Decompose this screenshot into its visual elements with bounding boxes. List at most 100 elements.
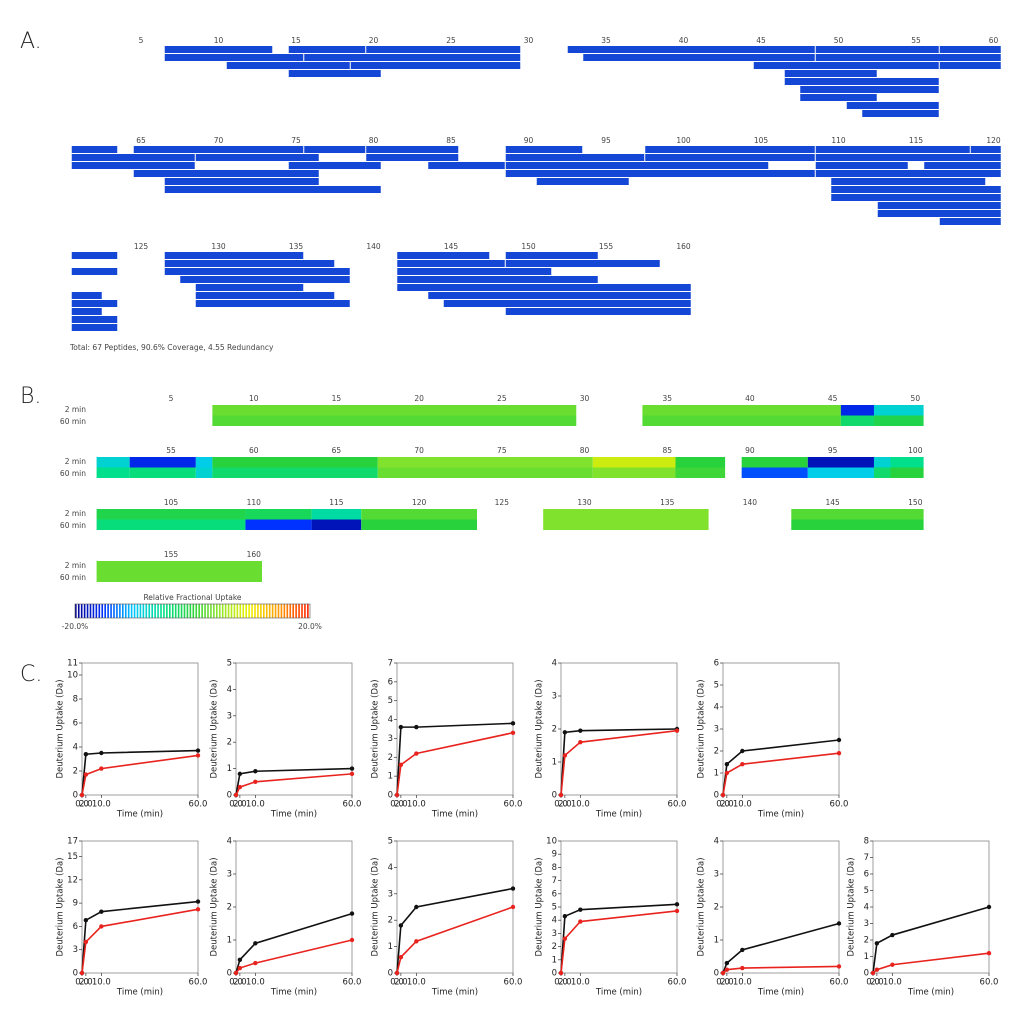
y-tick-label: 5 — [388, 696, 393, 706]
uptake-point — [740, 762, 745, 767]
uptake-line — [872, 952, 990, 974]
colorbar-swatch — [227, 604, 230, 618]
peptide-bar — [164, 178, 319, 185]
residue-tick-label: 85 — [662, 446, 672, 455]
uptake-point — [414, 724, 419, 730]
uptake-point — [510, 730, 516, 735]
y-tick-label: 3 — [714, 725, 719, 735]
y-tick-label: 10 — [67, 671, 78, 681]
uptake-point — [558, 792, 564, 798]
x-tick-label: 0.0 — [390, 978, 404, 988]
colorbar-swatch — [77, 604, 80, 618]
uptake-point — [720, 792, 726, 798]
y-tick-label: 1 — [714, 769, 719, 779]
peptide-bar — [288, 70, 381, 77]
y-tick-label: 2 — [388, 753, 393, 763]
y-tick-label: 2 — [714, 747, 719, 757]
residue-tick-label: 135 — [660, 498, 675, 507]
residue-tick-label: 50 — [911, 394, 921, 403]
uptake-line — [560, 729, 678, 796]
panel-label: B. — [20, 384, 41, 409]
peptide-bar — [645, 154, 815, 161]
uptake-line — [722, 752, 840, 796]
uptake-cell — [642, 415, 841, 426]
x-tick-label: 60.0 — [830, 800, 849, 810]
uptake-line — [235, 912, 353, 974]
uptake-cell — [890, 457, 924, 468]
y-tick-label: 4 — [388, 863, 393, 873]
x-axis-label: Time (min) — [907, 988, 954, 998]
y-tick-label: 4 — [552, 916, 557, 926]
colorbar-swatch — [254, 604, 256, 618]
y-tick-label: 8 — [552, 863, 557, 873]
plot-frame — [722, 840, 840, 974]
colorbar-swatch — [95, 604, 98, 618]
uptake-cell — [840, 405, 874, 416]
y-tick-label: 0 — [227, 791, 232, 801]
colorbar-swatch — [169, 604, 171, 618]
y-tick-label: 0 — [73, 969, 78, 979]
x-axis-label: Time (min) — [757, 988, 804, 998]
uptake-line — [235, 939, 353, 974]
peptide-bar — [784, 70, 877, 77]
x-tick-label: 10.0 — [92, 800, 111, 810]
y-tick-label: 2 — [864, 936, 869, 946]
x-tick-label: 60.0 — [189, 800, 208, 810]
colorbar-swatch — [274, 604, 277, 618]
uptake-point — [99, 750, 104, 756]
colorbar-swatch — [221, 604, 224, 618]
residue-tick-label: 25 — [497, 394, 507, 403]
residue-tick-label: 65 — [136, 136, 146, 145]
x-axis-label: Time (min) — [757, 810, 804, 820]
residue-tick-label: 125 — [495, 498, 510, 507]
timepoint-label: 60 min — [60, 469, 86, 478]
plot-frame — [81, 662, 199, 796]
x-axis-label: Time (min) — [116, 810, 163, 820]
y-tick-label: 11 — [67, 659, 78, 669]
uptake-point — [578, 740, 583, 745]
x-tick-label: 60.0 — [504, 978, 523, 988]
x-tick-label: 60.0 — [668, 978, 687, 988]
x-tick-label: 10.0 — [246, 978, 265, 988]
uptake-point — [836, 921, 842, 926]
peptide-bar — [164, 46, 273, 53]
uptake-point — [195, 899, 201, 904]
peptide-bar — [133, 146, 304, 153]
y-axis-label: Deuterium Uptake (Da) — [535, 679, 545, 778]
uptake-point — [724, 762, 730, 767]
uptake-point — [233, 970, 239, 976]
colorbar-swatch — [301, 604, 303, 618]
y-tick-label: 2 — [388, 916, 393, 926]
peptide-bar — [567, 46, 815, 53]
residue-tick-label: 120 — [986, 136, 1001, 145]
plot-frame — [872, 840, 990, 974]
peptide-bar — [815, 170, 1001, 177]
x-tick-label: 0.0 — [229, 978, 243, 988]
peptide-bar — [71, 146, 118, 153]
uptake-point — [99, 924, 104, 929]
residue-tick-label: 50 — [834, 36, 844, 45]
uptake-point — [83, 939, 89, 945]
colorbar-swatch — [283, 604, 286, 618]
coverage-summary: Total: 67 Peptides, 90.6% Coverage, 4.55… — [69, 343, 274, 352]
uptake-cell — [543, 519, 709, 530]
uptake-cell — [741, 467, 808, 478]
timepoint-label: 60 min — [60, 417, 86, 426]
y-axis-label: Deuterium Uptake (Da) — [697, 679, 707, 778]
y-tick-label: 2 — [227, 903, 232, 913]
peptide-bar — [288, 162, 381, 169]
uptake-point — [740, 965, 745, 971]
x-tick-label: 10.0 — [407, 978, 426, 988]
colorbar-swatch — [236, 604, 239, 618]
uptake-cell — [840, 415, 874, 426]
uptake-point — [414, 904, 419, 910]
residue-tick-label: 40 — [745, 394, 755, 403]
peptide-bar — [846, 102, 939, 109]
residue-tick-label: 70 — [214, 136, 224, 145]
peptide-bar — [800, 86, 939, 93]
y-tick-label: 2 — [714, 903, 719, 913]
peptide-bar — [877, 210, 1001, 217]
peptide-bar — [753, 62, 939, 69]
peptide-bar — [428, 292, 691, 299]
colorbar-swatch — [224, 604, 227, 618]
